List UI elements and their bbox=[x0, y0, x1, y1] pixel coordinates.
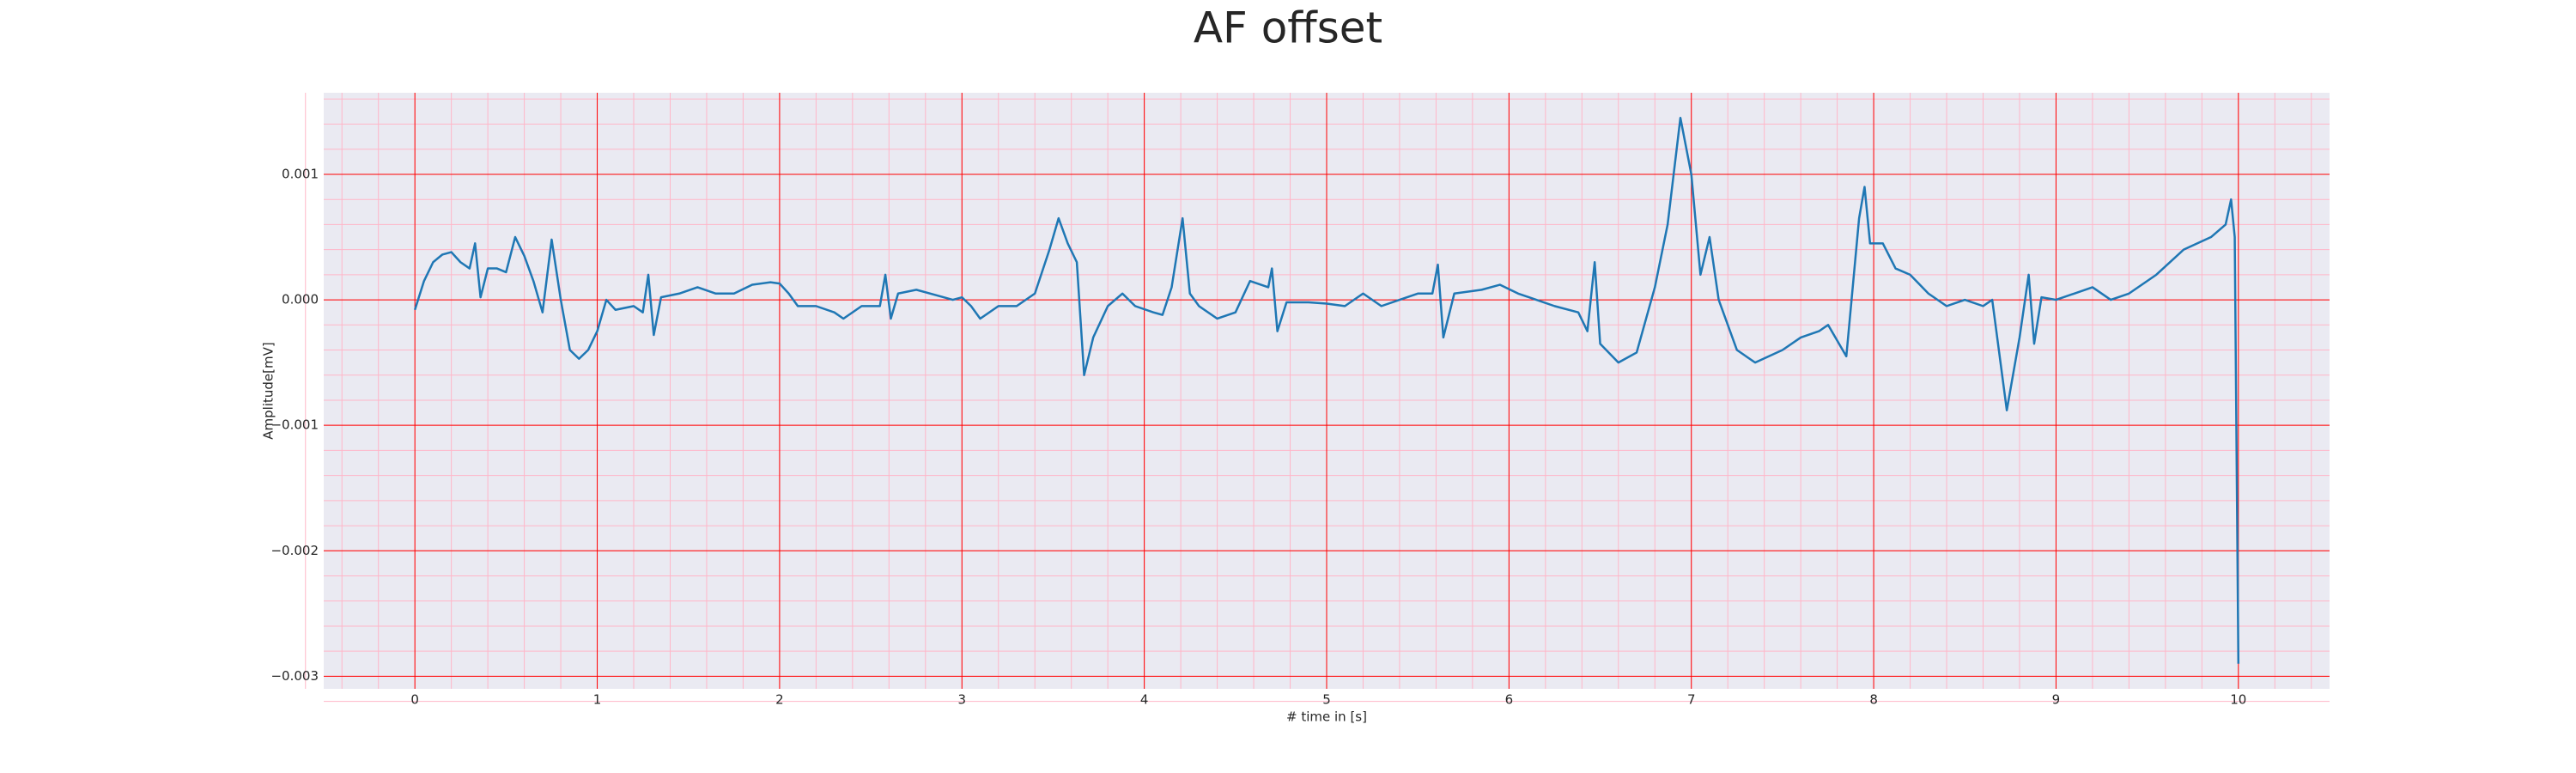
x-axis-label: # time in [s] bbox=[1286, 709, 1367, 725]
y-tick-label: 0.001 bbox=[282, 166, 319, 181]
y-tick-label: −0.001 bbox=[270, 417, 319, 433]
x-tick-label: 0 bbox=[410, 692, 419, 708]
y-tick-label: 0.000 bbox=[282, 292, 319, 307]
x-tick-label: 4 bbox=[1140, 692, 1149, 708]
x-tick-label: 9 bbox=[2052, 692, 2061, 708]
y-tick-label: −0.003 bbox=[270, 668, 319, 684]
x-tick-label: 2 bbox=[775, 692, 784, 708]
chart-title: AF offset bbox=[1194, 3, 1382, 53]
x-tick-label: 7 bbox=[1687, 692, 1696, 708]
x-tick-label: 1 bbox=[593, 692, 602, 708]
y-tick-label: −0.002 bbox=[270, 543, 319, 558]
y-axis-label: Amplitude[mV] bbox=[261, 342, 276, 439]
x-tick-label: 6 bbox=[1505, 692, 1514, 708]
x-tick-label: 8 bbox=[1869, 692, 1878, 708]
x-tick-label: 10 bbox=[2230, 692, 2246, 708]
x-tick-label: 3 bbox=[957, 692, 966, 708]
x-tick-label: 5 bbox=[1322, 692, 1331, 708]
signal-line bbox=[413, 116, 2240, 664]
